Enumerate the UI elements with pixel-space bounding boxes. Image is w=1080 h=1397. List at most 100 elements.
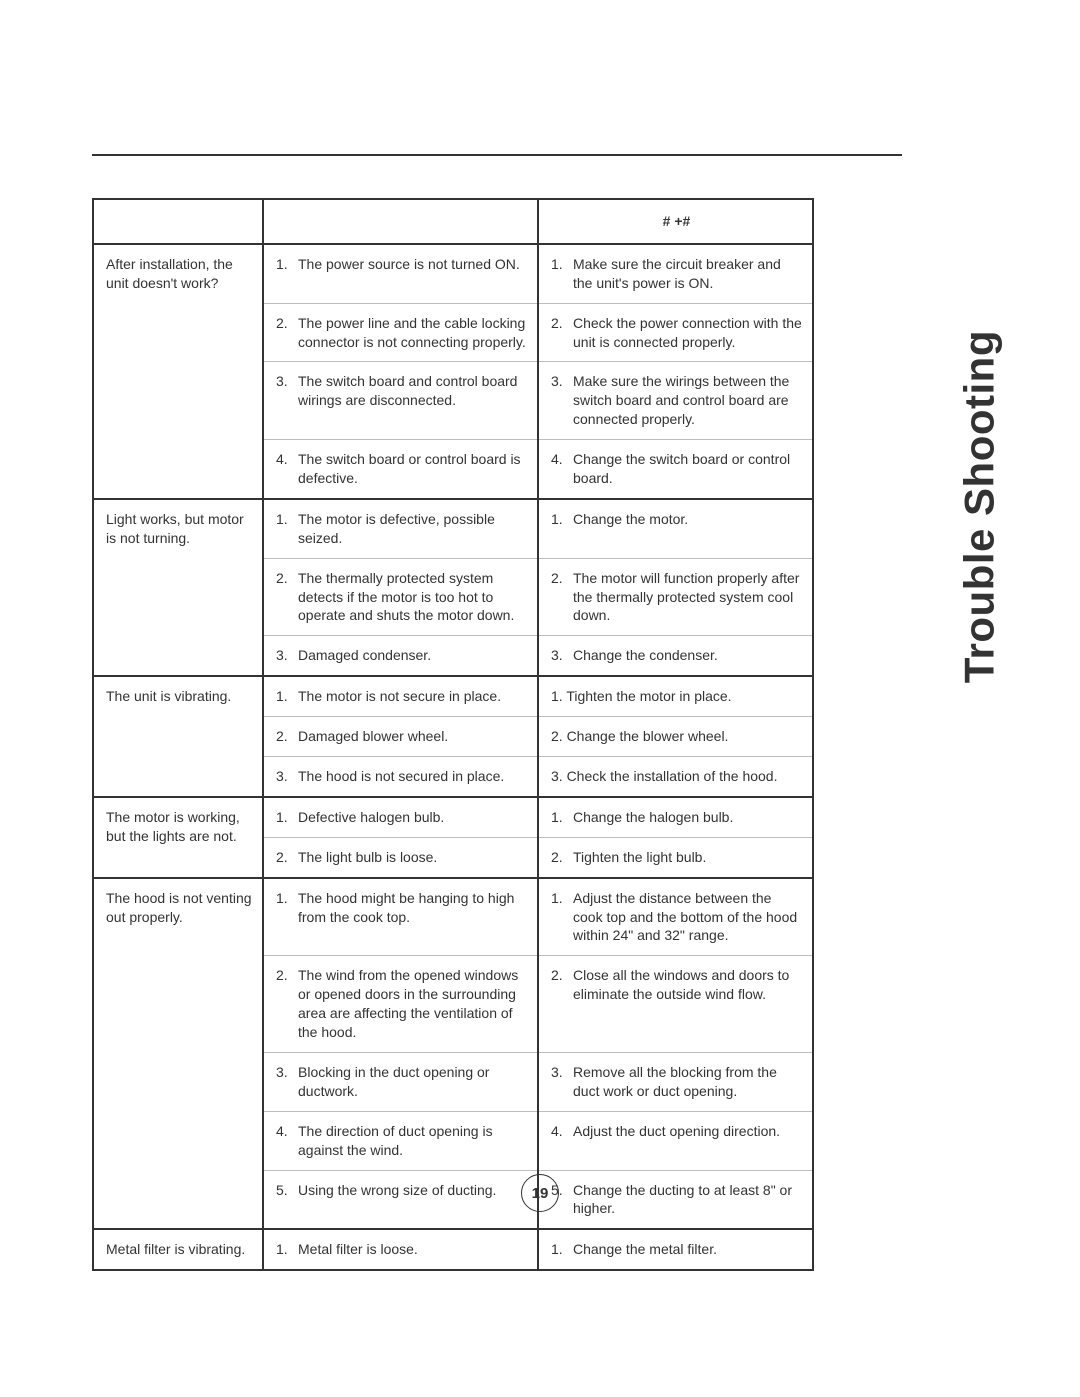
list-number: 2. [551,966,565,1004]
table-row: After installation, the unit doesn't wor… [93,244,813,303]
cause-cell: 1. Defective halogen bulb. [263,797,538,837]
cause-cell: 2.The light bulb is loose. [263,837,538,877]
solution-text: Adjust the distance between the cook top… [573,889,802,946]
list-number: 1. [276,510,290,548]
header-solution: # +# [538,199,813,244]
cause-cell: 1. Metal filter is loose. [263,1229,538,1270]
solution-text: Check the power connection with the unit… [573,314,802,352]
solution-text: Make sure the circuit breaker and the un… [573,255,802,293]
solution-cell: 3. Change the condenser. [538,636,813,676]
solution-cell: 1.Make sure the circuit breaker and the … [538,244,813,303]
cause-text: The motor is defective, possible seized. [298,510,527,548]
header-problem [93,199,263,244]
list-number: 3. [551,1063,565,1101]
section-title-vertical: Trouble Shooting [955,330,1003,683]
solution-cell: 1. Tighten the motor in place. [538,676,813,716]
solution-text: Make sure the wirings between the switch… [573,372,802,429]
cause-cell: 1.The power source is not turned ON. [263,244,538,303]
cause-cell: 2.The power line and the cable locking c… [263,303,538,362]
problem-cell: The hood is not venting out properly. [93,878,263,1230]
problem-cell: Metal filter is vibrating. [93,1229,263,1270]
cause-cell: 1.The hood might be hanging to high from… [263,878,538,956]
cause-text: Metal filter is loose. [298,1240,527,1259]
list-number: 1. [276,1240,290,1259]
problem-cell: Light works, but motor is not turning. [93,499,263,676]
list-number: 3. [276,767,290,786]
list-number: 1. [551,255,565,293]
table-row: The hood is not venting out properly.1.T… [93,878,813,956]
list-number: 3. [276,1063,290,1101]
cause-text: The switch board or control board is def… [298,450,527,488]
solution-text: Change the condenser. [573,646,802,665]
solution-text: The motor will function properly after t… [573,569,802,626]
cause-text: The switch board and control board wirin… [298,372,527,410]
cause-cell: 2. Damaged blower wheel. [263,717,538,757]
page-number-badge: 19 [521,1174,559,1212]
cause-cell: 4.The switch board or control board is d… [263,440,538,499]
list-number: 1. [551,1240,565,1259]
cause-text: The power line and the cable locking con… [298,314,527,352]
cause-cell: 1. The motor is not secure in place. [263,676,538,716]
table-row: The motor is working, but the lights are… [93,797,813,837]
cause-cell: 5.Using the wrong size of ducting. [263,1170,538,1229]
table-row: Light works, but motor is not turning.1.… [93,499,813,558]
solution-cell: 1.Change the halogen bulb. [538,797,813,837]
cause-text: Defective halogen bulb. [298,808,527,827]
list-number: 1. [551,889,565,946]
cause-text: The hood is not secured in place. [298,767,527,786]
problem-cell: The motor is working, but the lights are… [93,797,263,878]
list-number: 4. [551,1122,565,1141]
list-number: 2. [551,848,565,867]
cause-cell: 3.The switch board and control board wir… [263,362,538,440]
table-body: After installation, the unit doesn't wor… [93,244,813,1270]
list-number: 2. [276,314,290,352]
list-number: 4. [276,450,290,488]
problem-cell: After installation, the unit doesn't wor… [93,244,263,499]
solution-text: Change the halogen bulb. [573,808,802,827]
cause-cell: 2.The thermally protected system detects… [263,558,538,636]
list-number: 4. [551,450,565,488]
list-number: 3. [551,372,565,429]
list-number: 3. [276,372,290,410]
solution-cell: 1.Adjust the distance between the cook t… [538,878,813,956]
troubleshooting-table-wrap: # +# After installation, the unit doesn'… [92,198,812,1271]
cause-cell: 3.Damaged condenser. [263,636,538,676]
cause-text: Damaged blower wheel. [298,727,527,746]
cause-text: The direction of duct opening is against… [298,1122,527,1160]
table-row: The unit is vibrating.1.The motor is not… [93,676,813,716]
cause-text: The hood might be hanging to high from t… [298,889,527,927]
solution-cell: 2.Check the power connection with the un… [538,303,813,362]
solution-cell: 5.Change the ducting to at least 8" or h… [538,1170,813,1229]
list-number: 2. [276,966,290,1042]
page: Trouble Shooting # +# After installation… [0,0,1080,1397]
list-number: 4. [276,1122,290,1160]
cause-cell: 2.The wind from the opened windows or op… [263,956,538,1053]
solution-cell: 2.Close all the windows and doors to eli… [538,956,813,1053]
solution-text: Adjust the duct opening direction. [573,1122,802,1141]
list-number: 1. [276,255,290,274]
list-number: 3. [551,646,565,665]
cause-text: The wind from the opened windows or open… [298,966,527,1042]
list-number: 2. [276,727,290,746]
page-number: 19 [532,1185,549,1202]
solution-cell: 4. Adjust the duct opening direction. [538,1111,813,1170]
cause-text: The motor is not secure in place. [298,687,527,706]
list-number: 5. [276,1181,290,1200]
solution-cell: 1.Change the metal filter. [538,1229,813,1270]
troubleshooting-table: # +# After installation, the unit doesn'… [92,198,814,1271]
solution-text: Change the ducting to at least 8" or hig… [573,1181,802,1219]
list-number: 1. [551,510,565,529]
cause-cell: 4.The direction of duct opening is again… [263,1111,538,1170]
cause-text: The thermally protected system detects i… [298,569,527,626]
list-number: 1. [276,889,290,927]
list-number: 1. [276,808,290,827]
solution-cell: 1.Change the motor. [538,499,813,558]
solution-cell: 2.Tighten the light bulb. [538,837,813,877]
list-number: 1. [276,687,290,706]
solution-cell: 3.Remove all the blocking from the duct … [538,1052,813,1111]
solution-text: Change the switch board or control board… [573,450,802,488]
list-number: 3. [276,646,290,665]
solution-cell: 4.Change the switch board or control boa… [538,440,813,499]
list-number: 2. [551,314,565,352]
cause-cell: 3.Blocking in the duct opening or ductwo… [263,1052,538,1111]
